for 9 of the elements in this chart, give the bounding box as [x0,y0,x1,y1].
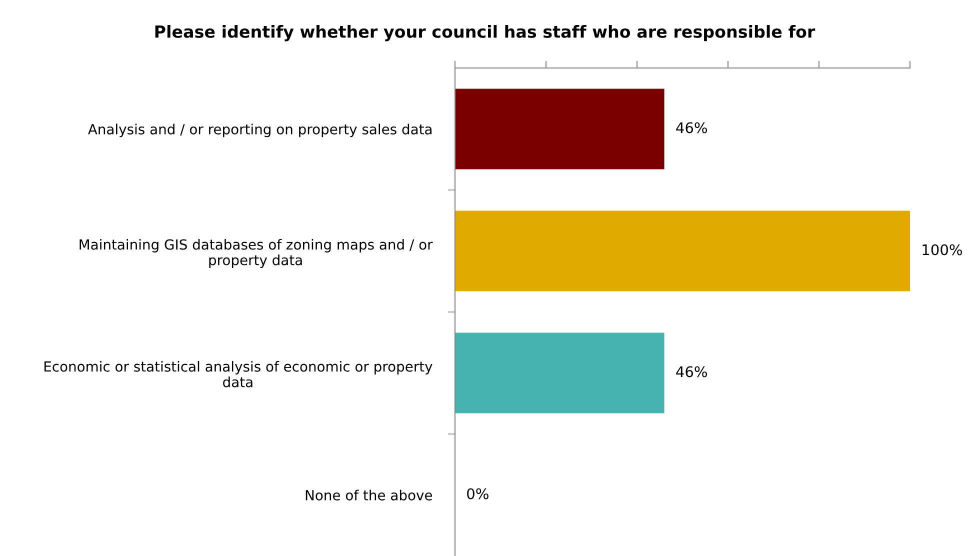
y-tick-label: Economic or statistical analysis of economic or property data [44,361,432,388]
chart-title: Please identify whether your council has staff who are responsible for [155,25,816,42]
y-tick-label: None of the above [306,490,432,500]
data-label: 100% [922,244,962,256]
data-label: 46% [676,122,708,134]
y-tick-label: Analysis and / or reporting on property sales data [88,124,432,138]
data-label: 0% [467,488,488,500]
data-label: 46% [676,366,708,378]
y-tick-label: Maintaining GIS databases of zoning maps and / or property data [80,239,433,268]
